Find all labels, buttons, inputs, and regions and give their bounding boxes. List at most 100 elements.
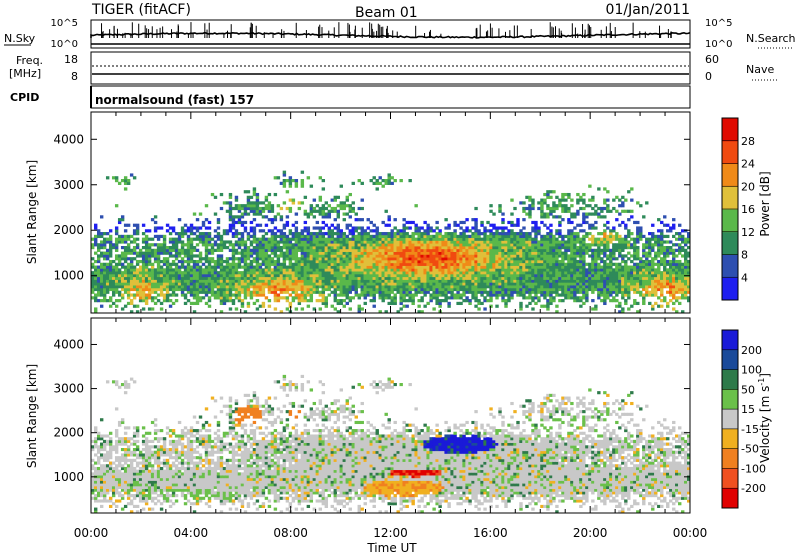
power-cell — [489, 232, 493, 236]
power-cell — [642, 259, 646, 264]
power-cell — [264, 237, 269, 241]
power-cell — [285, 206, 290, 211]
power-cell — [225, 257, 230, 261]
power-cell — [339, 229, 343, 233]
power-cell — [450, 248, 454, 252]
power-cell — [228, 268, 233, 272]
power-cell — [267, 282, 272, 286]
power-cell — [333, 206, 337, 211]
power-cell — [636, 279, 640, 283]
power-cell — [435, 226, 439, 230]
power-cell — [429, 265, 433, 269]
power-cell — [408, 254, 412, 258]
power-cell — [606, 246, 610, 250]
power-cell — [192, 290, 197, 294]
power-cell — [414, 223, 418, 227]
power-cell — [486, 229, 490, 233]
power-cell — [297, 243, 302, 247]
power-cell — [360, 240, 364, 244]
power-cell — [234, 273, 239, 278]
power-cell — [96, 293, 101, 297]
power-cell — [570, 248, 574, 252]
power-cell — [198, 251, 203, 255]
power-cell — [630, 282, 634, 286]
power-cell — [258, 240, 263, 244]
power-cell — [399, 259, 403, 264]
power-cell — [546, 262, 550, 266]
power-cell — [318, 237, 323, 241]
power-cell — [273, 234, 278, 239]
power-cell — [450, 243, 454, 247]
power-cell — [255, 276, 260, 280]
power-cell — [381, 268, 385, 272]
power-cell — [246, 246, 251, 250]
power-cell — [453, 279, 457, 283]
power-cell — [234, 290, 239, 294]
power-cell — [432, 234, 436, 239]
power-cell — [267, 265, 272, 269]
power-cell — [585, 246, 589, 250]
power-cell — [210, 271, 215, 275]
power-cell — [288, 285, 293, 289]
power-cell — [489, 273, 493, 278]
power-cell — [339, 271, 343, 275]
power-cell — [114, 279, 119, 283]
power-cell — [327, 262, 332, 266]
power-cell — [513, 282, 517, 286]
nsky-tick-top: 10^5 — [51, 18, 78, 29]
power-cell — [150, 218, 155, 222]
power-cell — [393, 179, 397, 183]
power-cell — [333, 198, 337, 202]
power-cell — [474, 299, 478, 303]
power-cell — [501, 279, 505, 283]
power-cell — [351, 262, 355, 266]
power-cell — [534, 282, 538, 286]
power-cell — [91, 243, 95, 247]
power-cell — [489, 287, 493, 292]
power-cell — [561, 206, 565, 211]
power-cell — [246, 201, 251, 205]
power-cell — [558, 299, 562, 303]
power-cell — [252, 251, 257, 255]
power-cell — [489, 257, 493, 261]
power-cell — [255, 282, 260, 286]
power-cell — [120, 296, 125, 300]
power-cell — [150, 285, 155, 289]
power-cell — [99, 240, 104, 244]
power-cell — [597, 282, 601, 286]
power-cell — [132, 223, 137, 227]
power-cell — [498, 262, 502, 266]
power-cell — [462, 282, 466, 286]
power-cell — [573, 282, 577, 286]
power-cell — [504, 265, 508, 269]
power-cell — [255, 212, 260, 216]
power-cell — [243, 293, 248, 297]
power-cell — [357, 254, 361, 258]
power-cell — [333, 254, 337, 258]
power-cell — [192, 246, 197, 250]
power-cell — [528, 248, 532, 252]
power-cell — [300, 243, 305, 247]
power-cell — [474, 254, 478, 258]
power-cell — [390, 248, 394, 252]
power-cell — [522, 279, 526, 283]
power-cell — [555, 265, 559, 269]
power-cell — [273, 237, 278, 241]
power-cell — [438, 240, 442, 244]
power-cell — [144, 254, 149, 258]
power-cell — [279, 248, 284, 252]
power-cell — [465, 296, 469, 300]
power-cell — [399, 240, 403, 244]
power-cell — [255, 299, 260, 303]
power-cell — [621, 246, 625, 250]
power-cell — [123, 187, 128, 191]
power-cell — [462, 265, 466, 269]
power-cell — [327, 226, 332, 230]
power-cell — [162, 234, 167, 239]
power-cell — [156, 234, 161, 239]
power-cell — [315, 204, 320, 208]
power-cell — [438, 273, 442, 278]
power-cell — [273, 265, 278, 269]
power-cell — [510, 293, 514, 297]
power-cell — [612, 226, 616, 230]
